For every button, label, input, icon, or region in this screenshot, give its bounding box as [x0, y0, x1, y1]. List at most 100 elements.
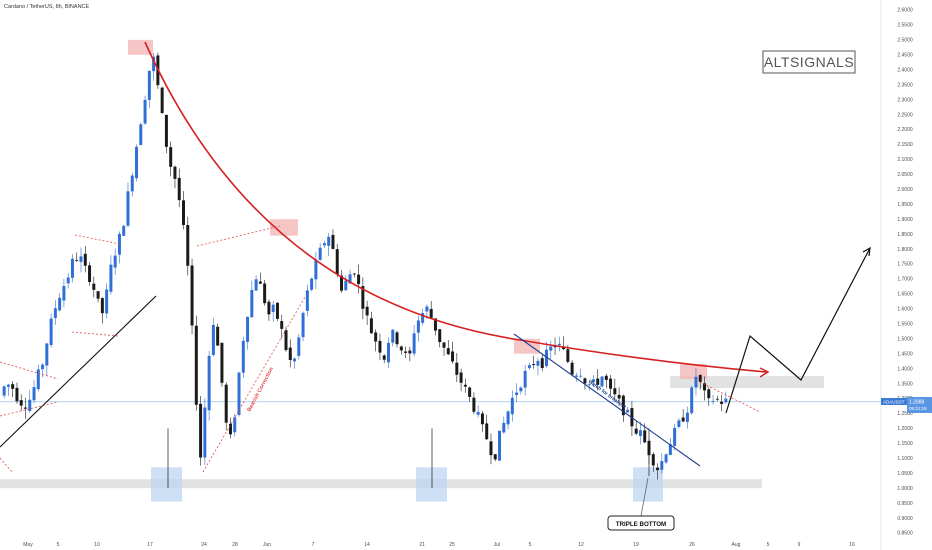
candle-down [480, 410, 484, 432]
candle-down [720, 394, 724, 412]
bottom-highlight [633, 467, 663, 502]
time-tick-label: Jun [263, 542, 271, 548]
candle-up [203, 398, 207, 466]
candle-up [506, 410, 510, 430]
candle-down [485, 414, 489, 441]
candle-up [49, 313, 53, 348]
price-tick-label: 0.9000 [897, 516, 913, 522]
candle-up [421, 308, 425, 326]
dashed-channel [0, 401, 59, 417]
candle-down [429, 301, 433, 319]
candle-down [681, 408, 685, 423]
candle-up [237, 371, 241, 417]
candle-up [600, 375, 604, 388]
candle-up [70, 254, 74, 283]
price-tick-label: 0.9500 [897, 501, 913, 507]
candle-down [83, 245, 87, 273]
time-tick-label: 17 [147, 542, 153, 548]
candle-down [169, 141, 173, 177]
price-tick-label: 0.8500 [897, 531, 913, 537]
candle-down [182, 191, 185, 230]
candle-down [160, 86, 164, 114]
candle-up [638, 421, 642, 445]
time-axis[interactable]: May 5 10 17 24 28 Jun 7 14 21 25 Jul 5 12 19 26 Aug 5 9 16 [23, 542, 855, 548]
candle-up [58, 293, 62, 312]
candle-down [11, 381, 15, 397]
price-tick-label: 1.1500 [897, 441, 913, 447]
candle-down [703, 376, 707, 401]
price-tick-label: 2.3000 [897, 97, 913, 103]
bearish-correction-label: Bearish Correction [246, 366, 275, 413]
price-tick-label: 2.0000 [897, 187, 913, 193]
candle-up [677, 418, 681, 429]
candle-down [190, 258, 194, 335]
candle-down [472, 392, 476, 415]
price-tick-label: 2.5500 [897, 23, 913, 29]
candle-down [404, 346, 408, 359]
candle-up [498, 430, 502, 461]
price-tick-label: 2.0500 [897, 172, 913, 178]
candle-down [433, 318, 437, 336]
triple-bottom-label: TRIPLE BOTTOM [616, 521, 666, 528]
candle-up [143, 95, 147, 125]
time-tick-label: 10 [94, 542, 100, 548]
candle-up [344, 275, 348, 292]
candle-up [122, 225, 126, 237]
candle-down [216, 323, 220, 346]
candle-up [527, 362, 531, 370]
price-tick-label: 1.2500 [897, 411, 913, 417]
candle-down [275, 301, 279, 322]
candle-down [455, 353, 459, 382]
candle-down [570, 360, 574, 377]
triple-bottom-pointer [640, 477, 649, 517]
candle-down [459, 368, 463, 392]
candle-down [442, 342, 446, 356]
candle-down [468, 386, 472, 402]
candle-down [715, 395, 719, 402]
time-tick-label: 25 [449, 542, 455, 548]
candle-down [374, 329, 378, 352]
current-price-tag: ADAUSDT 1.2888 05:21:19 [881, 397, 932, 413]
candle-up [502, 416, 506, 434]
candle-down [88, 261, 92, 286]
candle-up [545, 341, 548, 369]
price-axis[interactable]: 2.6000 2.5500 2.5000 2.4500 2.4000 2.3500 2.30… [880, 0, 913, 550]
candle-down [194, 315, 198, 411]
candlestick-series [2, 52, 728, 489]
candle-up [515, 383, 519, 403]
bottom-highlight [151, 467, 182, 502]
candle-down [656, 463, 660, 480]
candle-up [305, 284, 309, 317]
candle-down [267, 299, 271, 321]
price-tick-label: 1.9000 [897, 217, 913, 223]
candle-up [557, 336, 561, 352]
candle-down [604, 373, 608, 389]
candle-up [673, 424, 677, 451]
drawing-tools [0, 41, 871, 517]
projection-arrowhead [862, 246, 871, 257]
candle-down [100, 297, 104, 324]
candle-up [250, 280, 254, 319]
candle-up [293, 357, 297, 369]
candle-up [391, 328, 395, 347]
time-tick-label: 19 [633, 542, 639, 548]
candle-up [79, 247, 83, 273]
candle-down [23, 397, 27, 419]
candle-up [28, 389, 32, 413]
candle-down [288, 339, 292, 368]
dashed-channel [196, 225, 281, 247]
candle-down [707, 387, 711, 407]
price-tick-label: 1.2000 [897, 426, 913, 432]
candle-up [246, 316, 250, 350]
resistance-curve [144, 41, 767, 373]
candle-down [613, 378, 617, 402]
candle-down [540, 354, 544, 372]
candle-up [45, 342, 49, 376]
resistance-zone [670, 376, 824, 389]
candle-up [626, 406, 630, 413]
candle-down [228, 417, 232, 439]
candle-down [96, 291, 100, 303]
candle-up [117, 231, 121, 264]
price-tick-label: 2.6000 [897, 8, 913, 14]
